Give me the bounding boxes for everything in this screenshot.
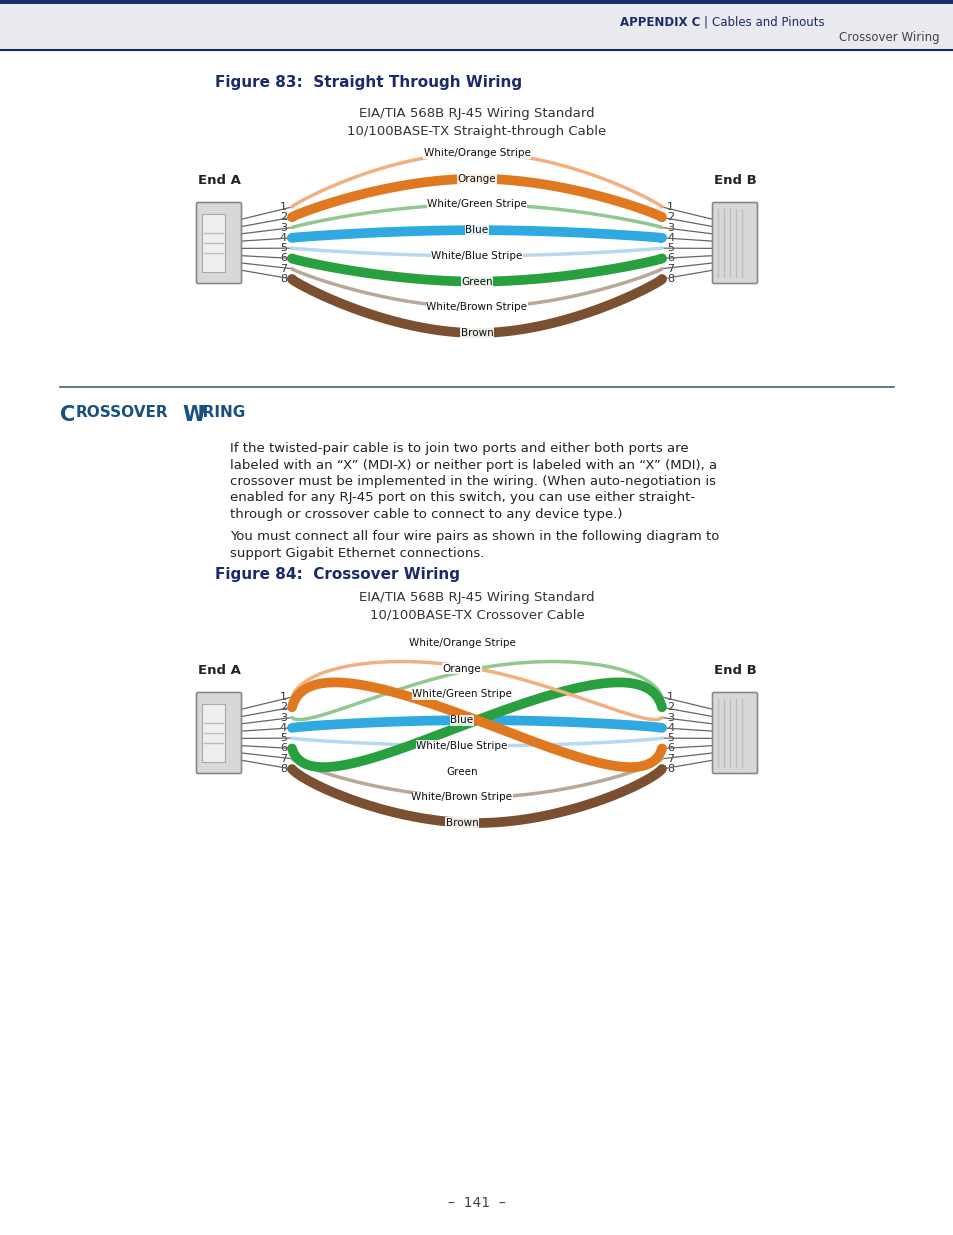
Text: 8: 8 [279,764,287,774]
Text: APPENDIX C: APPENDIX C [619,16,700,28]
Text: 8: 8 [279,274,287,284]
Text: EIA/TIA 568B RJ-45 Wiring Standard: EIA/TIA 568B RJ-45 Wiring Standard [359,590,594,604]
Text: 1: 1 [280,203,287,212]
Text: 3: 3 [666,222,673,232]
Text: White/Orange Stripe: White/Orange Stripe [423,148,530,158]
Text: 5: 5 [666,243,673,253]
Text: 7: 7 [666,264,674,274]
Text: 4: 4 [279,233,287,243]
Text: 10/100BASE-TX Straight-through Cable: 10/100BASE-TX Straight-through Cable [347,125,606,137]
Text: Figure 83:  Straight Through Wiring: Figure 83: Straight Through Wiring [214,75,521,90]
Text: 5: 5 [280,734,287,743]
Text: End A: End A [197,664,240,677]
Text: White/Blue Stripe: White/Blue Stripe [431,251,522,261]
Text: 1: 1 [280,692,287,701]
Text: –  141  –: – 141 – [448,1195,505,1210]
Text: 6: 6 [280,743,287,753]
Text: You must connect all four wire pairs as shown in the following diagram to: You must connect all four wire pairs as … [230,530,719,543]
Text: 7: 7 [279,264,287,274]
Text: ROSSOVER: ROSSOVER [76,405,169,420]
Text: crossover must be implemented in the wiring. (When auto-negotiation is: crossover must be implemented in the wir… [230,475,716,488]
Text: 7: 7 [279,753,287,763]
Text: Brown: Brown [445,818,477,827]
Text: White/Blue Stripe: White/Blue Stripe [416,741,507,751]
Text: 5: 5 [280,243,287,253]
Text: 10/100BASE-TX Crossover Cable: 10/100BASE-TX Crossover Cable [369,609,584,621]
Text: White/Brown Stripe: White/Brown Stripe [411,793,512,803]
Text: enabled for any RJ-45 port on this switch, you can use either straight-: enabled for any RJ-45 port on this switc… [230,492,695,505]
Text: 6: 6 [666,253,673,263]
Text: 3: 3 [280,222,287,232]
Text: Blue: Blue [450,715,473,725]
Text: labeled with an “X” (MDI-X) or neither port is labeled with an “X” (MDI), a: labeled with an “X” (MDI-X) or neither p… [230,458,717,472]
Text: 2: 2 [666,212,674,222]
Text: Orange: Orange [457,174,496,184]
Text: 8: 8 [666,764,674,774]
Text: End B: End B [713,174,756,186]
Text: Orange: Orange [442,663,481,674]
Text: 2: 2 [279,703,287,713]
Text: Figure 84:  Crossover Wiring: Figure 84: Crossover Wiring [214,568,459,583]
Text: Green: Green [446,767,477,777]
Text: 1: 1 [666,692,673,701]
Bar [0,0,953,49]
Text: 4: 4 [666,233,674,243]
Text: Blue: Blue [465,225,488,235]
Text: 4: 4 [666,722,674,732]
Text: 2: 2 [279,212,287,222]
Text: End A: End A [197,174,240,186]
Text: C: C [60,405,75,425]
Text: End B: End B [713,664,756,677]
Text: White/Green Stripe: White/Green Stripe [412,689,512,699]
Text: Cables and Pinouts: Cables and Pinouts [711,16,823,28]
Text: support Gigabit Ethernet connections.: support Gigabit Ethernet connections. [230,547,484,559]
Text: EIA/TIA 568B RJ-45 Wiring Standard: EIA/TIA 568B RJ-45 Wiring Standard [359,106,594,120]
Text: |: | [703,16,707,28]
Text: White/Green Stripe: White/Green Stripe [427,199,526,210]
FancyBboxPatch shape [196,203,241,284]
Text: 7: 7 [666,753,674,763]
Text: White/Brown Stripe: White/Brown Stripe [426,303,527,312]
Text: 4: 4 [279,722,287,732]
Text: 3: 3 [666,713,673,722]
Text: Brown: Brown [460,329,493,338]
Text: 8: 8 [666,274,674,284]
Text: White/Orange Stripe: White/Orange Stripe [408,638,515,648]
FancyBboxPatch shape [712,693,757,773]
Bar [202,704,225,762]
Text: 3: 3 [280,713,287,722]
FancyBboxPatch shape [712,203,757,284]
Bar [202,214,225,272]
Text: Green: Green [460,277,493,287]
Text: W: W [182,405,205,425]
Text: 1: 1 [666,203,673,212]
FancyBboxPatch shape [196,693,241,773]
Text: IRING: IRING [198,405,246,420]
Text: 2: 2 [666,703,674,713]
Text: If the twisted-pair cable is to join two ports and either both ports are: If the twisted-pair cable is to join two… [230,442,688,454]
Text: Crossover Wiring: Crossover Wiring [839,31,939,43]
Text: 5: 5 [666,734,673,743]
Text: 6: 6 [666,743,673,753]
Text: through or crossover cable to connect to any device type.): through or crossover cable to connect to… [230,508,622,521]
Text: 6: 6 [280,253,287,263]
